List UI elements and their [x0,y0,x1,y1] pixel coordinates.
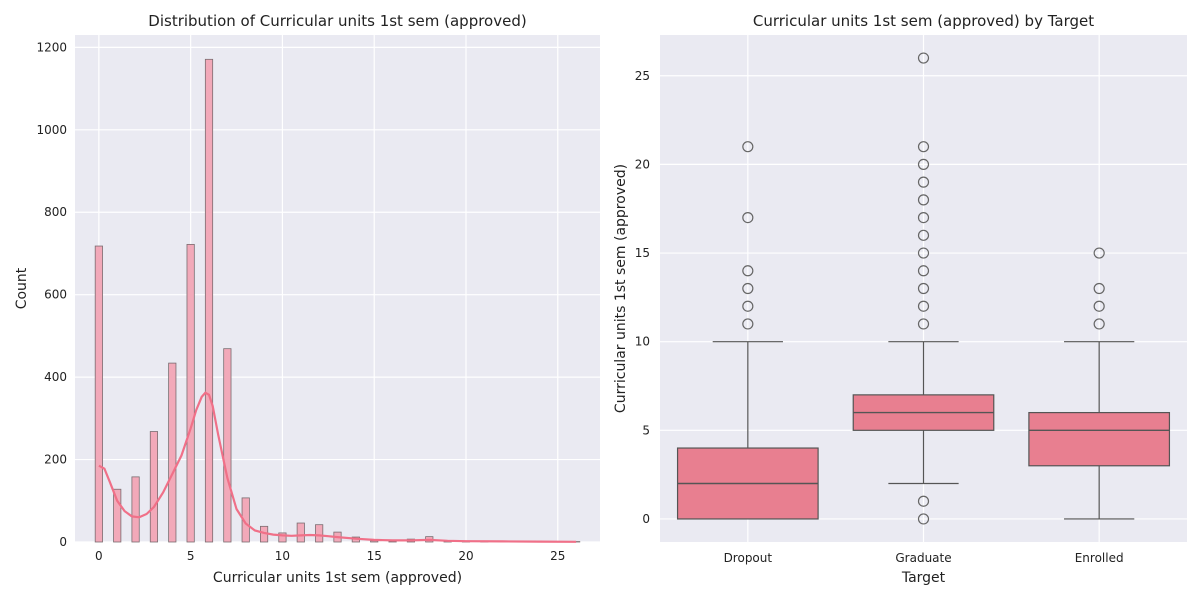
histogram-bar [131,476,140,543]
outlier-point [917,513,930,525]
histogram-bar [113,488,122,543]
box-dropout [676,141,819,520]
boxplot-x-label: Target [901,570,946,586]
outlier-point [742,300,754,312]
histogram-plot-area [75,35,600,542]
outlier-point [917,229,930,241]
histogram-bar [278,532,287,543]
outlier-point [917,158,930,171]
outlier-point [917,495,930,507]
histogram-bar [241,497,250,543]
outlier-point [917,282,930,295]
outlier-point [917,141,930,153]
outlier-point [742,282,754,295]
outlier-point [1093,300,1105,312]
box-graduate [852,52,995,525]
x-tick-label: Dropout [724,551,773,565]
histogram-bar [315,524,324,543]
y-tick-label: 1000 [36,123,67,137]
y-tick-label: 10 [635,335,650,349]
outlier-point [742,265,754,277]
outlier-point [917,265,930,277]
histogram-x-ticks: 0 5 10 15 20 25 [95,549,565,563]
x-tick-label: 25 [550,549,565,563]
histogram-bar [168,362,177,543]
y-tick-label: 600 [44,288,67,302]
x-tick-label: 20 [458,549,473,563]
histogram-chart: 0 5 10 15 20 25 0 200 400 600 800 1000 1200 Distrib… [14,12,600,586]
y-tick-label: 200 [44,453,67,467]
outlier-point [1093,282,1105,295]
outlier-point [742,211,754,224]
y-tick-label: 400 [44,370,67,384]
outlier-point [917,52,930,64]
outlier-point [917,176,930,188]
y-tick-label: 20 [635,157,650,171]
x-tick-label: Enrolled [1075,551,1124,565]
histogram-title: Distribution of Curricular units 1st sem… [148,12,526,30]
boxplot-boxes [676,52,1171,525]
outlier-point [917,194,930,206]
outlier-point [742,141,754,153]
x-tick-label: 10 [275,549,290,563]
y-tick-label: 25 [635,69,650,83]
boxplot-title: Curricular units 1st sem (approved) by T… [753,12,1094,30]
x-tick-label: Graduate [895,551,951,565]
outlier-point [917,211,930,224]
boxplot-chart: Dropout Graduate Enrolled 0 5 10 15 20 25 Curri… [613,12,1187,586]
box-enrolled [1028,247,1171,520]
boxplot-y-label: Curricular units 1st sem (approved) [613,164,629,413]
histogram-x-label: Curricular units 1st sem (approved) [213,570,462,586]
histogram-y-label: Count [14,267,30,309]
y-tick-label: 0 [59,535,67,549]
y-tick-label: 15 [635,246,650,260]
outlier-point [917,247,930,259]
outlier-point [917,318,930,330]
boxplot-x-ticks: Dropout Graduate Enrolled [724,551,1124,565]
y-tick-label: 5 [642,423,650,437]
y-tick-label: 800 [44,205,67,219]
histogram-bar [94,245,103,543]
histogram-bar [296,522,305,543]
outlier-point [1093,247,1105,259]
x-tick-label: 15 [367,549,382,563]
histogram-bar [186,243,195,543]
outlier-point [1093,318,1105,330]
boxplot-y-ticks: 0 5 10 15 20 25 [635,69,650,526]
histogram-bar [223,348,232,543]
y-tick-label: 0 [642,512,650,526]
histogram-bar [204,58,214,543]
histogram-y-ticks: 0 200 400 600 800 1000 1200 [36,40,67,549]
outlier-point [742,318,754,330]
box-iqr [1028,411,1171,467]
x-tick-label: 0 [95,549,103,563]
histogram-bar [149,431,159,543]
y-tick-label: 1200 [36,40,67,54]
x-tick-label: 5 [187,549,195,563]
kde-curve [98,391,577,543]
outlier-point [917,300,930,312]
